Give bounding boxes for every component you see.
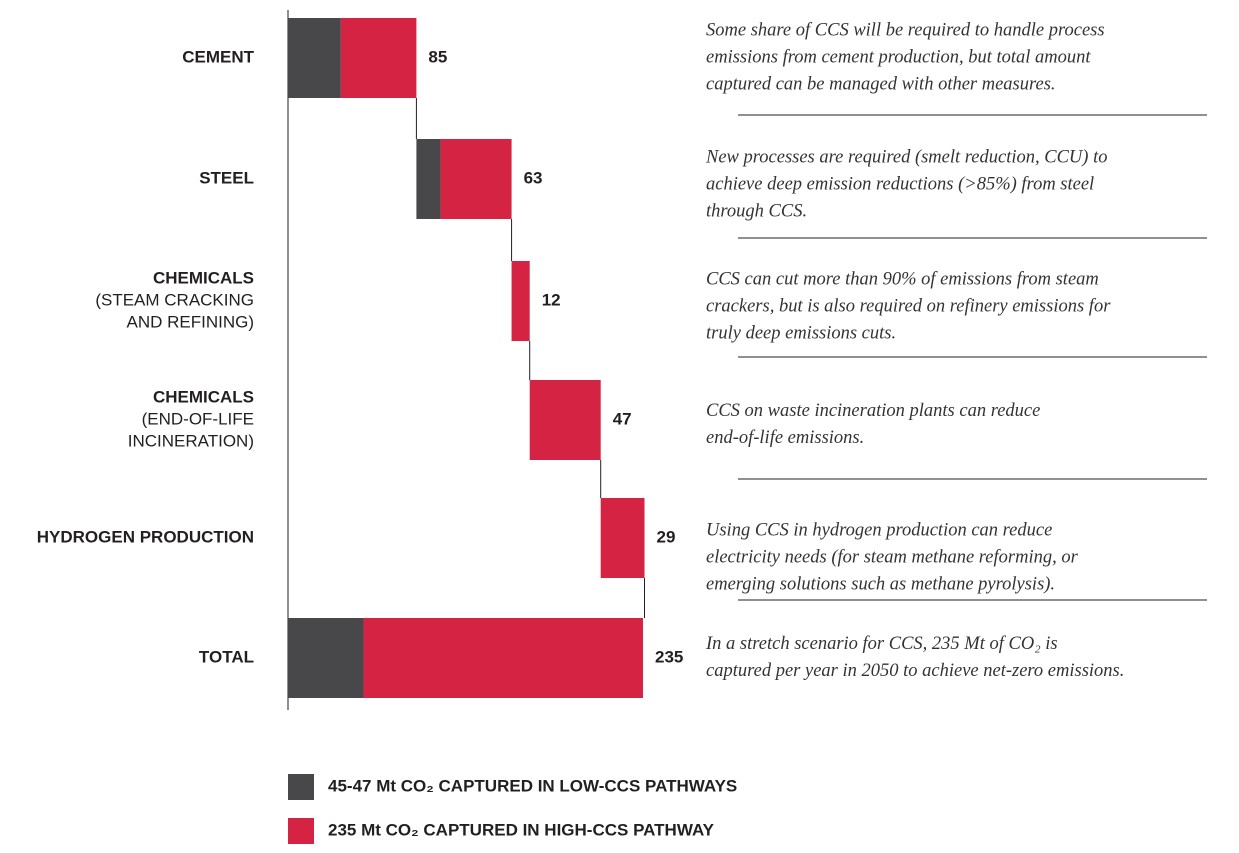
annotation-text: truly deep emissions cuts. bbox=[706, 323, 896, 343]
annotation-text: emissions from cement production, but to… bbox=[706, 47, 1091, 67]
bar-segment bbox=[600, 498, 645, 578]
category-label: CHEMICALS bbox=[153, 387, 254, 406]
bar-segment bbox=[288, 18, 341, 98]
category-detail: (END-OF-LIFE bbox=[142, 409, 254, 428]
bar-segment bbox=[511, 261, 530, 341]
annotation-text: Some share of CCS will be required to ha… bbox=[706, 20, 1105, 40]
annotation-text: emerging solutions such as methane pyrol… bbox=[706, 574, 1055, 594]
annotation-text: through CCS. bbox=[706, 201, 807, 221]
total-label: 29 bbox=[657, 527, 676, 546]
bar-segment bbox=[529, 380, 601, 460]
total-label: 85 bbox=[428, 47, 447, 66]
total-label: 63 bbox=[524, 168, 543, 187]
annotation-text: captured per year in 2050 to achieve net… bbox=[706, 661, 1124, 681]
category-detail: AND REFINING) bbox=[127, 312, 255, 331]
annotation-text: CCS on waste incineration plants can red… bbox=[706, 401, 1040, 421]
annotation-text: crackers, but is also required on refine… bbox=[706, 296, 1111, 316]
total-label: 12 bbox=[542, 290, 561, 309]
category-label: CHEMICALS bbox=[153, 268, 254, 287]
category-detail: (STEAM CRACKING bbox=[95, 290, 254, 309]
bar-segment bbox=[340, 18, 417, 98]
bar-segment bbox=[363, 618, 643, 698]
category-label: HYDROGEN PRODUCTION bbox=[37, 527, 254, 546]
legend-swatch bbox=[288, 818, 314, 844]
legend-label: 45-47 Mt CO₂ CAPTURED IN LOW-CCS PATHWAY… bbox=[328, 776, 737, 795]
legend-label: 235 Mt CO₂ CAPTURED IN HIGH-CCS PATHWAY bbox=[328, 820, 715, 839]
annotation-text: captured can be managed with other measu… bbox=[706, 74, 1056, 94]
annotation-text: CCS can cut more than 90% of emissions f… bbox=[706, 269, 1099, 289]
annotation-text: New processes are required (smelt reduct… bbox=[705, 147, 1107, 167]
annotation-text: In a stretch scenario for CCS, 235 Mt of… bbox=[705, 634, 1058, 654]
total-label: 235 bbox=[655, 647, 683, 666]
category-label: TOTAL bbox=[199, 647, 254, 666]
category-label: CEMENT bbox=[182, 47, 254, 66]
bar-segment bbox=[288, 618, 364, 698]
annotation-text: end-of-life emissions. bbox=[706, 428, 864, 448]
legend-swatch bbox=[288, 774, 314, 800]
annotation-text: achieve deep emission reductions (>85%) … bbox=[706, 174, 1094, 194]
total-label: 47 bbox=[613, 409, 632, 428]
category-detail: INCINERATION) bbox=[128, 431, 254, 450]
annotation-text: Using CCS in hydrogen production can red… bbox=[706, 520, 1052, 540]
annotation-text: electricity needs (for steam methane ref… bbox=[706, 547, 1079, 567]
bar-segment bbox=[416, 139, 441, 219]
bar-segment bbox=[440, 139, 512, 219]
category-label: STEEL bbox=[199, 168, 254, 187]
